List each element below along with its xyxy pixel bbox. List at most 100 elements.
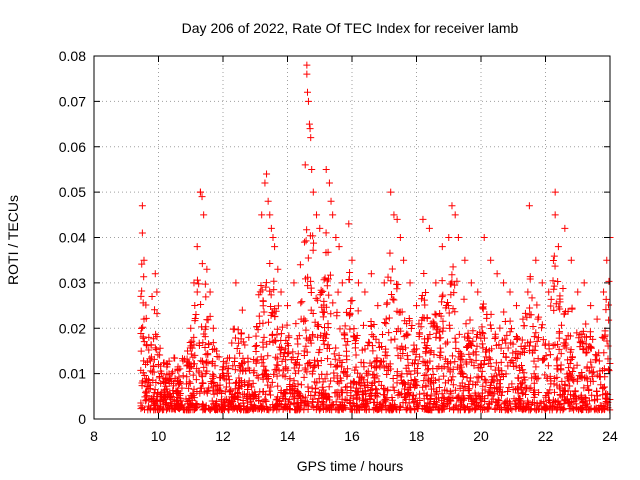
roti-point-bg [190, 333, 198, 341]
roti-point-bg [196, 389, 204, 397]
roti-point-bg [450, 405, 458, 413]
roti-point [138, 202, 146, 210]
roti-point-bg [451, 386, 459, 394]
roti-point-bg [227, 403, 235, 411]
roti-point [406, 279, 414, 287]
roti-point [361, 288, 369, 296]
roti-point-bg [479, 330, 487, 338]
roti-point-bg [327, 377, 335, 385]
roti-point-bg [560, 387, 568, 395]
roti-point-bg [549, 396, 557, 404]
roti-point-bg [465, 391, 473, 399]
roti-point [284, 302, 291, 310]
roti-point-bg [252, 348, 260, 356]
roti-point-bg [364, 367, 372, 375]
roti-point-bg [408, 321, 416, 329]
roti-point-bg [317, 357, 325, 365]
roti-point-bg [439, 291, 447, 299]
x-tick-label: 14 [280, 428, 296, 444]
roti-point-bg [336, 325, 344, 333]
roti-point [400, 256, 408, 264]
x-tick-label: 22 [538, 428, 554, 444]
roti-point-bg [237, 335, 245, 343]
roti-point-bg [469, 327, 477, 335]
roti-point-bg [473, 330, 481, 338]
roti-point [354, 279, 362, 287]
roti-point-bg [235, 339, 243, 347]
roti-point [187, 324, 195, 332]
roti-point-bg [545, 345, 553, 353]
roti-point-bg [506, 328, 514, 336]
roti-point-bg [297, 381, 305, 389]
roti-point-bg [222, 383, 230, 391]
roti-point-bg [178, 384, 186, 392]
roti-point-bg [531, 346, 539, 354]
roti-point-bg [411, 405, 419, 413]
roti-point-bg [406, 383, 414, 391]
roti-point-bg [195, 280, 203, 288]
roti-point-bg [297, 299, 305, 307]
x-tick-label: 20 [473, 428, 489, 444]
roti-point-bg [352, 363, 360, 371]
roti-point-bg [465, 350, 473, 358]
roti-point-bg [441, 355, 449, 363]
roti-point-bg [461, 403, 469, 411]
roti-point-bg [402, 364, 410, 372]
roti-point-bg [424, 399, 432, 407]
roti-point-bg [578, 337, 586, 345]
roti-point-bg [185, 378, 193, 386]
roti-point-bg [210, 390, 218, 398]
y-axis-ticks: 0 0.01 0.02 0.03 0.04 0.05 0.06 0.07 0.08 [59, 48, 610, 427]
roti-point-bg [555, 400, 563, 408]
roti-point-bg [384, 386, 392, 394]
roti-point-bg [313, 322, 321, 330]
roti-point-bg [237, 329, 245, 337]
roti-point-bg [261, 366, 269, 374]
roti-point-bg [582, 395, 590, 403]
roti-point-bg [466, 316, 474, 324]
roti-point-bg [460, 295, 468, 303]
roti-point-bg [526, 406, 534, 414]
roti-point-bg [400, 385, 408, 393]
roti-point-bg [592, 404, 600, 412]
roti-point-bg [302, 237, 310, 245]
roti-point-bg [560, 310, 568, 318]
roti-point-bg [277, 330, 285, 338]
roti-point-bg [579, 327, 587, 335]
roti-point [274, 265, 282, 273]
roti-point-bg [469, 380, 477, 388]
roti-point-bg [581, 401, 589, 409]
roti-point-bg [529, 323, 537, 331]
roti-point-bg [577, 372, 585, 380]
roti-point-bg [319, 308, 327, 316]
roti-point-bg [514, 374, 522, 382]
roti-point-bg [274, 382, 282, 390]
roti-point-bg [588, 369, 596, 377]
roti-point-bg [583, 375, 591, 383]
roti-point-bg [489, 395, 497, 403]
roti-point-bg [387, 277, 395, 285]
roti-point-bg [523, 384, 531, 392]
roti-point-bg [318, 383, 326, 391]
roti-point [519, 315, 527, 323]
roti-point-bg [553, 356, 561, 364]
roti-point-bg [338, 388, 346, 396]
roti-point [500, 279, 508, 287]
roti-point-bg [423, 391, 431, 399]
roti-point-bg [393, 327, 401, 335]
roti-point-bg [586, 344, 594, 352]
roti-point-bg [416, 396, 424, 404]
roti-point-bg [463, 360, 471, 368]
roti-point-bg [478, 323, 486, 331]
roti-point-bg [341, 395, 349, 403]
roti-point-bg [452, 338, 460, 346]
roti-point-bg [324, 355, 332, 363]
roti-point [174, 365, 182, 373]
roti-point-bg [431, 310, 439, 318]
roti-point-bg [550, 380, 558, 388]
roti-point-bg [284, 350, 292, 358]
roti-point-bg [378, 358, 386, 366]
roti-point-bg [323, 345, 331, 353]
roti-point-bg [373, 386, 381, 394]
roti-point-bg [556, 295, 564, 303]
